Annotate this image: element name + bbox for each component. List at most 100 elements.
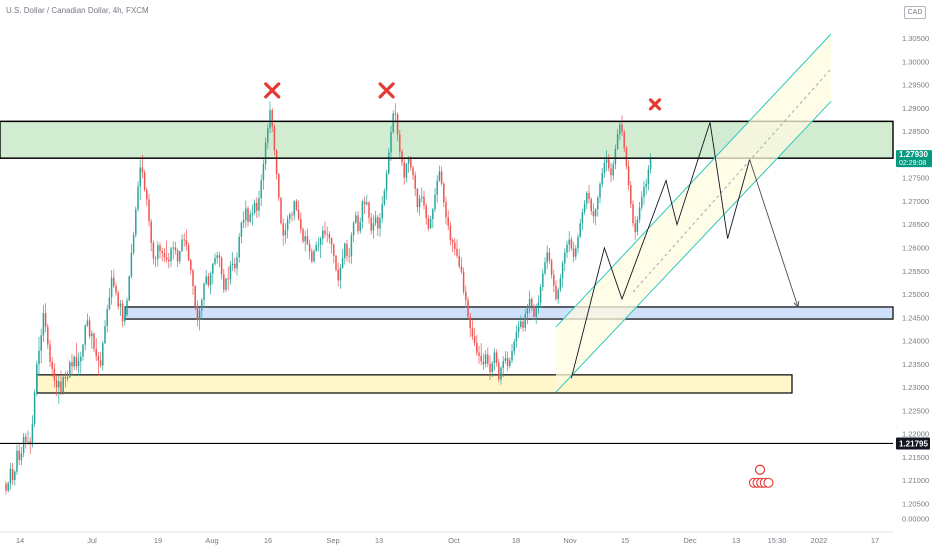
time-axis[interactable]: 14 Jul 19 Aug 16 Sep 13 Oct 18 Nov 15 Dec 13 15:30 202… — [0, 531, 893, 545]
candle-body — [203, 283, 205, 300]
candle-body — [509, 360, 511, 367]
candle — [489, 355, 491, 380]
marker-stroke — [378, 82, 395, 99]
candle — [102, 340, 104, 371]
y-tick-label: 1.22000 — [902, 430, 929, 439]
candle-body — [555, 285, 557, 300]
candle — [295, 199, 298, 212]
candle-body — [388, 152, 390, 174]
candle-body — [271, 110, 273, 127]
candle-body — [366, 202, 368, 205]
candle-body — [185, 239, 188, 246]
candle-body — [403, 162, 405, 178]
candle — [429, 215, 432, 229]
candle — [425, 202, 427, 225]
candle-body — [40, 335, 42, 351]
y-tick-label: 1.27000 — [902, 197, 929, 206]
candle-body — [110, 277, 113, 298]
price-axis[interactable]: 1.305001.300001.295001.290001.285001.280… — [896, 34, 932, 524]
flag-circle — [754, 464, 766, 475]
candle — [137, 181, 139, 212]
candle — [581, 208, 584, 231]
x-tick-label: 13 — [732, 536, 740, 545]
candle-body — [152, 242, 155, 259]
candle — [434, 188, 436, 213]
candle-body — [344, 243, 346, 259]
candle-body — [302, 229, 304, 242]
candle-body — [69, 362, 71, 378]
currency-badge[interactable]: CAD — [904, 6, 926, 19]
candle — [269, 101, 271, 134]
candle — [284, 223, 287, 244]
candle — [187, 242, 190, 262]
candle-body — [137, 186, 139, 210]
candle-body — [11, 468, 14, 480]
candle — [286, 215, 289, 239]
candle-body — [319, 238, 322, 245]
candle — [597, 195, 599, 217]
candle — [566, 240, 568, 259]
candle-body — [333, 244, 335, 256]
candle — [610, 162, 612, 183]
candle — [251, 204, 254, 226]
candle — [630, 180, 632, 208]
candle-body — [161, 251, 163, 254]
candle-body — [66, 377, 69, 379]
candle — [264, 137, 267, 171]
x-tick-label: Oct — [448, 536, 461, 545]
candle — [273, 124, 276, 156]
candle-body — [205, 276, 207, 284]
candle — [623, 129, 625, 153]
candle-body — [614, 148, 617, 165]
candle — [44, 303, 47, 333]
candle-body — [231, 263, 234, 266]
candle — [368, 201, 370, 224]
candle — [146, 187, 148, 207]
candle — [407, 156, 410, 173]
candle — [113, 269, 115, 288]
candle — [315, 241, 317, 252]
candle — [427, 214, 430, 232]
candle-body — [489, 363, 491, 373]
candle — [645, 178, 647, 195]
candle — [590, 197, 592, 215]
candle-body — [214, 258, 216, 264]
candle-body — [491, 363, 493, 373]
candle — [58, 375, 60, 404]
candle-body — [506, 358, 509, 367]
candle — [260, 174, 262, 207]
candle-body — [225, 278, 227, 290]
candle-body — [630, 185, 632, 205]
candle-body — [183, 239, 185, 241]
countdown-label: 02:29:08 — [899, 160, 926, 167]
candle-body — [612, 164, 614, 176]
candle — [599, 181, 601, 204]
candle — [172, 241, 174, 260]
candle-body — [159, 245, 161, 252]
candle — [335, 254, 337, 272]
candle — [542, 269, 544, 291]
candle — [227, 266, 229, 291]
channel-upper-line — [555, 33, 832, 328]
x-tick-label: 16 — [264, 536, 272, 545]
candle — [108, 287, 111, 311]
candle-body — [163, 253, 166, 258]
y-tick-label: 1.24000 — [902, 337, 929, 346]
candle — [317, 237, 320, 252]
candle — [570, 236, 573, 251]
candle — [520, 315, 522, 329]
candle — [73, 355, 75, 371]
candle — [293, 199, 295, 221]
level-price-label: 1.21795 — [899, 439, 928, 448]
candle-body — [313, 251, 315, 262]
candle — [636, 216, 639, 236]
candle-body — [220, 257, 223, 275]
candle-body — [533, 306, 535, 317]
y-tick-label: 1.24500 — [902, 313, 929, 322]
candle — [42, 305, 45, 342]
candle — [467, 296, 469, 320]
candle-body — [44, 313, 47, 327]
candle — [359, 217, 361, 234]
